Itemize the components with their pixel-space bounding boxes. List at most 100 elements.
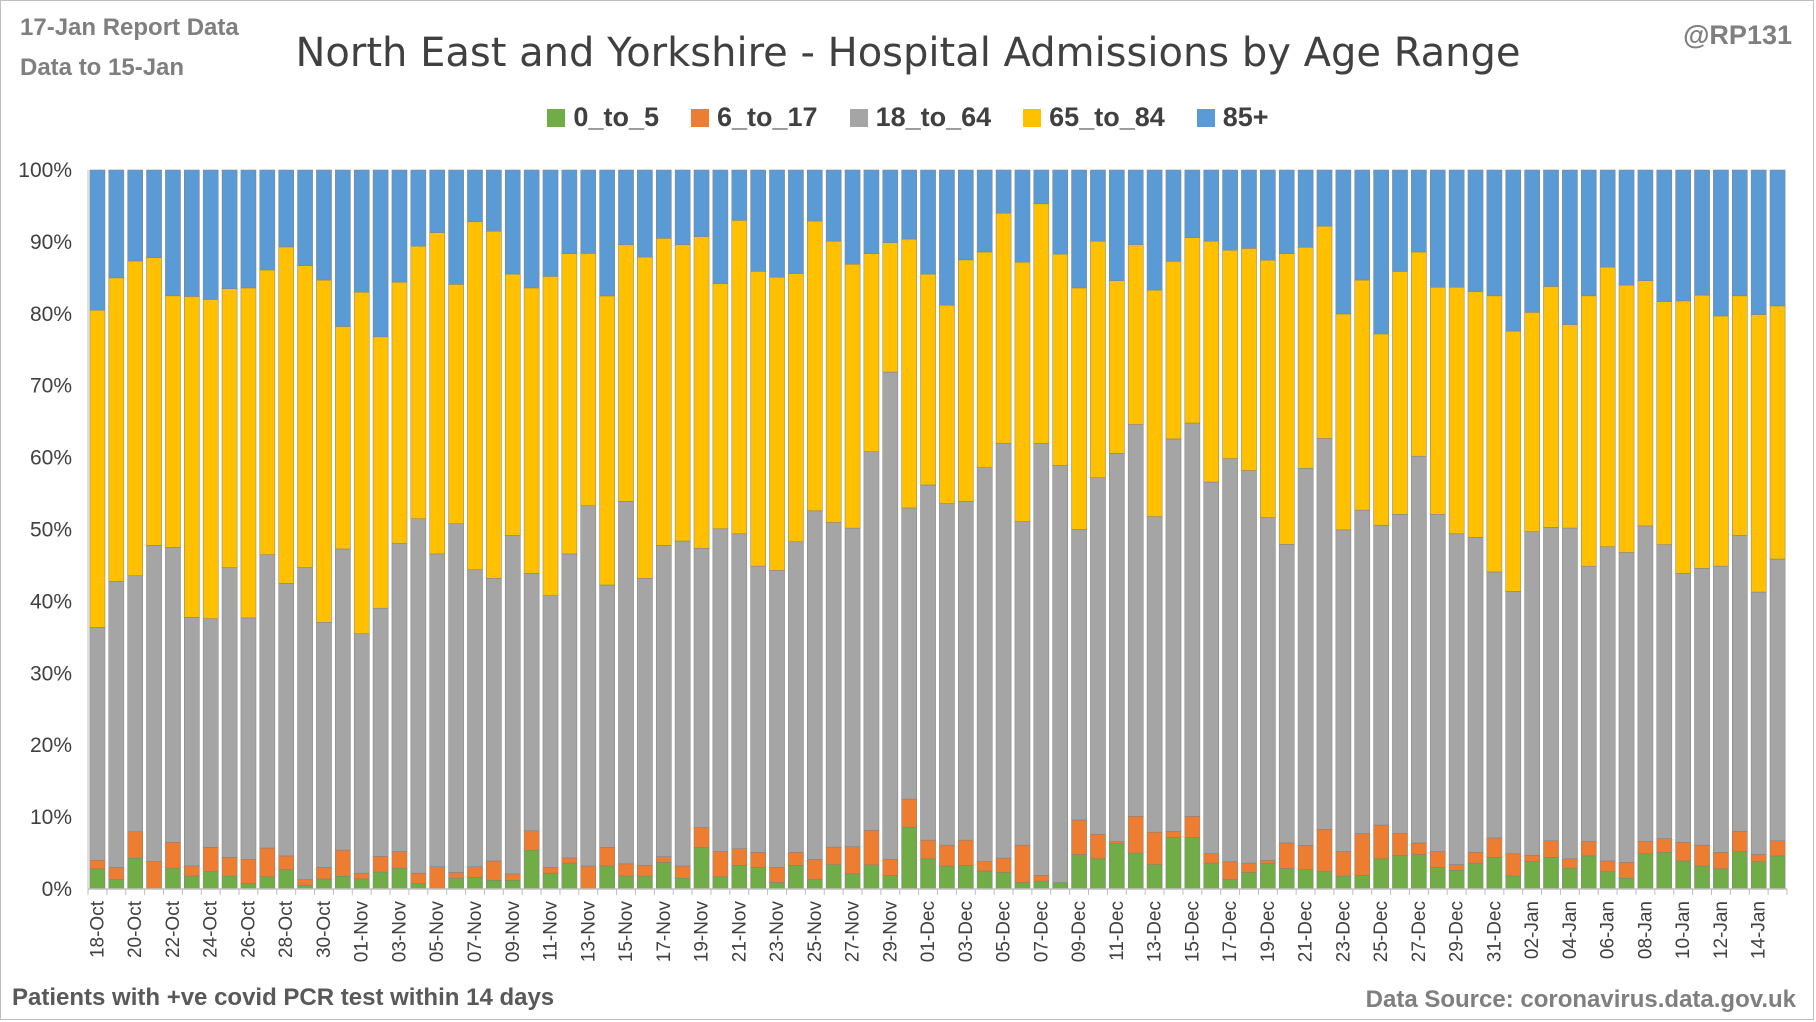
bar-segment-85- (259, 169, 276, 271)
bar-segment-6-to-17 (410, 872, 427, 884)
bar-segment-0-to-5 (1071, 854, 1087, 890)
bar-segment-18-to-64 (1165, 438, 1182, 832)
bar-segment-65-to-84 (561, 253, 578, 555)
bar-segment-6-to-17 (391, 851, 408, 869)
bar-segment-6-to-17 (1467, 852, 1484, 864)
x-tick-label: 25-Nov (805, 901, 826, 963)
x-tick-label: 25-Dec (1371, 901, 1392, 962)
bar-segment-0-to-5 (486, 880, 502, 890)
bar-segment-85- (429, 169, 446, 233)
bar-segment-18-to-64 (1732, 535, 1748, 832)
bar-segment-6-to-17 (240, 859, 257, 884)
bar-segment-18-to-64 (316, 622, 332, 868)
bar-segment-18-to-64 (1618, 552, 1635, 863)
bar-segment-18-to-64 (958, 501, 974, 841)
bar-segment-65-to-84 (1090, 240, 1106, 478)
bar-segment-6-to-17 (1411, 842, 1427, 855)
bar-segment-65-to-84 (674, 244, 691, 542)
bar-segment-6-to-17 (259, 847, 276, 878)
bar-segment-18-to-64 (467, 569, 483, 867)
bar-segment-18-to-64 (448, 523, 464, 873)
bar-segment-18-to-64 (731, 533, 748, 849)
bar-segment-65-to-84 (1656, 301, 1673, 545)
bar-segment-18-to-64 (806, 510, 823, 860)
bar-segment-85- (769, 169, 785, 278)
bar-segment-85- (1713, 169, 1729, 317)
bar-segment-65-to-84 (108, 277, 125, 582)
x-tick-label: 04-Jan (1560, 901, 1581, 959)
bar-segment-0-to-5 (1618, 877, 1635, 890)
bar-segment-18-to-64 (1467, 537, 1484, 853)
bar-segment-85- (240, 169, 257, 289)
bar-segment-0-to-5 (353, 878, 370, 890)
bar-segment-6-to-17 (1071, 819, 1087, 855)
bar-segment-85- (1429, 169, 1446, 288)
bar-segment-18-to-64 (1675, 573, 1691, 843)
bar-segment-0-to-5 (1750, 861, 1767, 890)
x-tick-label: 21-Nov (729, 901, 750, 963)
x-tick-label: 06-Jan (1598, 901, 1619, 959)
bar-segment-18-to-64 (1297, 468, 1314, 846)
y-tick-label: 20% (30, 734, 72, 757)
bar-segment-18-to-64 (1713, 565, 1729, 853)
bar-segment-0-to-5 (825, 864, 842, 890)
bar-segment-6-to-17 (297, 879, 313, 886)
bar-segment-0-to-5 (184, 875, 200, 890)
bar-segment-65-to-84 (1429, 286, 1446, 515)
bar-segment-85- (316, 169, 332, 281)
bar-segment-0-to-5 (523, 849, 540, 890)
bar-segment-85- (939, 169, 955, 306)
bar-segment-18-to-64 (1505, 591, 1522, 855)
bar-segment-0-to-5 (1335, 875, 1352, 890)
x-tick-label: 05-Dec (994, 901, 1015, 962)
footnote: Patients with +ve covid PCR test within … (12, 984, 555, 1011)
bar-segment-6-to-17 (1429, 851, 1446, 868)
bar-segment-18-to-64 (108, 581, 125, 868)
bar-segment-6-to-17 (995, 857, 1012, 873)
bar-segment-65-to-84 (655, 238, 672, 546)
bar-segment-65-to-84 (618, 244, 634, 502)
bar-segment-85- (410, 169, 427, 247)
bar-segment-6-to-17 (1694, 844, 1710, 867)
bar-segment-18-to-64 (486, 578, 502, 862)
bar-segment-0-to-5 (1052, 882, 1069, 890)
x-tick-label: 02-Jan (1522, 901, 1543, 959)
bar-segment-18-to-64 (1033, 442, 1050, 876)
bar-segment-65-to-84 (1505, 330, 1522, 592)
bar-segment-6-to-17 (1109, 841, 1125, 844)
y-tick-label: 50% (30, 519, 72, 542)
bar-segment-85- (1637, 169, 1654, 281)
y-tick-label: 30% (30, 662, 72, 685)
bar-segment-85- (1335, 169, 1352, 315)
bar-segment-0-to-5 (655, 862, 672, 890)
bar-segment-85- (674, 169, 691, 246)
bar-segment-18-to-64 (712, 528, 729, 852)
bar-segment-65-to-84 (693, 236, 710, 549)
bar-segment-65-to-84 (939, 304, 955, 504)
bar-segment-65-to-84 (467, 221, 483, 571)
bar-segment-0-to-5 (1694, 865, 1710, 890)
x-tick-label: 30-Oct (314, 900, 335, 958)
bar-segment-18-to-64 (693, 548, 710, 828)
y-tick-label: 10% (30, 806, 72, 829)
bar-segment-85- (467, 169, 483, 223)
bar-segment-6-to-17 (127, 831, 143, 859)
bar-segment-65-to-84 (882, 242, 899, 373)
bar-segment-18-to-64 (240, 617, 257, 860)
bar-segment-6-to-17 (1184, 816, 1201, 838)
bar-segment-65-to-84 (1071, 287, 1087, 530)
bar-segment-0-to-5 (1278, 868, 1295, 890)
bar-segment-6-to-17 (1656, 838, 1673, 853)
bar-segment-6-to-17 (599, 847, 615, 867)
bar-segment-0-to-5 (504, 880, 521, 890)
bar-segment-6-to-17 (486, 860, 502, 881)
bar-segment-0-to-5 (882, 875, 899, 890)
bar-segment-0-to-5 (844, 873, 861, 890)
bar-segment-0-to-5 (995, 872, 1012, 890)
bar-segment-6-to-17 (1713, 852, 1729, 870)
bar-segment-18-to-64 (410, 518, 427, 874)
bar-segment-0-to-5 (637, 875, 653, 890)
bar-segment-18-to-64 (1014, 521, 1031, 846)
bar-segment-18-to-64 (1580, 565, 1597, 842)
bar-segment-18-to-64 (1769, 558, 1786, 842)
